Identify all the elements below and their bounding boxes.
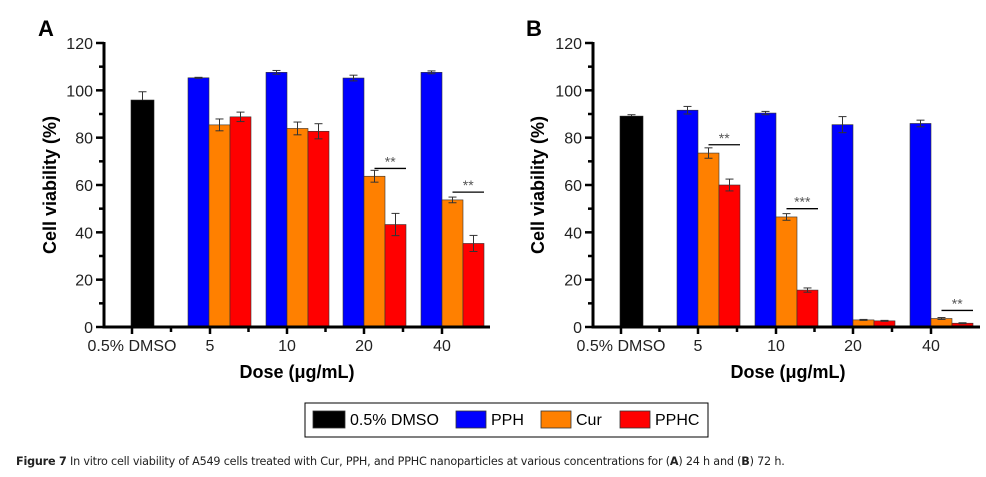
y-tick-label: 40 bbox=[564, 225, 582, 242]
bar-cur-10 bbox=[286, 128, 309, 328]
legend-swatch-cur bbox=[540, 410, 572, 429]
legend-label-cur: Cur bbox=[576, 412, 602, 429]
significance-marker: ** bbox=[952, 295, 963, 311]
panel-a-xlabel: Dose (μg/mL) bbox=[239, 362, 354, 382]
legend-swatch-dmso bbox=[312, 410, 346, 429]
figure-caption: Figure 7 In vitro cell viability of A549… bbox=[16, 455, 976, 468]
bar-cur-5 bbox=[208, 124, 231, 328]
bar-pph-20 bbox=[831, 124, 854, 328]
y-tick-label: 60 bbox=[75, 178, 93, 195]
significance-marker: ** bbox=[463, 177, 474, 193]
panel-a-plot: 0 20 40 60 80 100 120 0.5% DMSO 5 10 20 40 ** ** bbox=[66, 36, 490, 355]
x-tick-label: 0.5% DMSO bbox=[88, 338, 177, 355]
y-tick-label: 120 bbox=[555, 36, 582, 53]
bar-pph-10 bbox=[265, 72, 288, 328]
caption-panel-a: A bbox=[669, 455, 679, 468]
bar-cur-20 bbox=[363, 175, 386, 328]
caption-text-2: ) 24 h and ( bbox=[678, 455, 742, 468]
y-tick-label: 100 bbox=[66, 83, 93, 100]
significance-marker: ** bbox=[385, 153, 396, 169]
bar-pphc-10 bbox=[307, 130, 330, 328]
panel-a-ylabel: Cell viability (%) bbox=[40, 116, 60, 254]
x-tick-label: 10 bbox=[767, 338, 785, 355]
x-tick-label: 5 bbox=[694, 338, 703, 355]
y-tick-label: 80 bbox=[75, 131, 93, 148]
bar-pph-20 bbox=[342, 77, 365, 328]
bar-pphc-40 bbox=[462, 243, 485, 328]
significance-marker: ** bbox=[719, 130, 730, 146]
panel-b-ylabel: Cell viability (%) bbox=[528, 116, 548, 254]
y-tick-label: 40 bbox=[75, 225, 93, 242]
x-tick-label: 10 bbox=[278, 338, 296, 355]
caption-panel-b: B bbox=[741, 455, 750, 468]
legend-swatch-pph bbox=[455, 410, 487, 429]
y-tick-label: 100 bbox=[555, 83, 582, 100]
x-tick-label: 5 bbox=[206, 338, 215, 355]
bar-pphc-20 bbox=[384, 224, 407, 328]
x-tick-label: 20 bbox=[355, 338, 373, 355]
bar-pph-40 bbox=[909, 123, 932, 328]
bar-pphc-5 bbox=[718, 184, 741, 328]
panel-a-label: A bbox=[38, 16, 54, 41]
panel-a: A Cell viability (%) Dose (μg/mL) 0 20 40 6… bbox=[38, 16, 490, 382]
x-tick-label: 0.5% DMSO bbox=[577, 338, 666, 355]
bar-cur-40 bbox=[441, 199, 464, 328]
panel-b-label: B bbox=[526, 16, 542, 41]
bar-pphc-10 bbox=[796, 289, 819, 328]
significance-marker: *** bbox=[794, 194, 811, 210]
y-tick-label: 120 bbox=[66, 36, 93, 53]
legend-label-pphc: PPHC bbox=[655, 412, 699, 429]
y-tick-label: 0 bbox=[84, 320, 93, 337]
x-tick-label: 20 bbox=[844, 338, 862, 355]
y-tick-label: 80 bbox=[564, 131, 582, 148]
y-tick-label: 0 bbox=[573, 320, 582, 337]
y-tick-label: 20 bbox=[75, 273, 93, 290]
bar-control-dmso bbox=[619, 115, 644, 328]
caption-text-3: ) 72 h. bbox=[749, 455, 785, 468]
bar-pph-40 bbox=[420, 72, 443, 328]
legend-label-pph: PPH bbox=[491, 412, 524, 429]
y-tick-label: 60 bbox=[564, 178, 582, 195]
figure-canvas: A Cell viability (%) Dose (μg/mL) 0 20 40 6… bbox=[38, 16, 980, 438]
legend-label-dmso: 0.5% DMSO bbox=[350, 412, 439, 429]
x-tick-label: 40 bbox=[922, 338, 940, 355]
x-tick-label: 40 bbox=[433, 338, 451, 355]
bar-control-dmso bbox=[130, 99, 155, 328]
legend-swatch-pphc bbox=[619, 410, 651, 429]
bar-cur-5 bbox=[697, 152, 720, 328]
panel-b: B Cell viability (%) Dose (μg/mL) 0 20 40 6… bbox=[526, 16, 980, 382]
panel-b-xlabel: Dose (μg/mL) bbox=[730, 362, 845, 382]
caption-text-1: In vitro cell viability of A549 cells tr… bbox=[66, 455, 670, 468]
bar-pphc-5 bbox=[229, 116, 252, 328]
caption-label: Figure 7 bbox=[16, 455, 67, 468]
bar-pph-10 bbox=[754, 112, 777, 328]
y-tick-label: 20 bbox=[564, 273, 582, 290]
bar-cur-10 bbox=[775, 216, 798, 328]
bar-pph-5 bbox=[187, 77, 210, 328]
bar-pph-5 bbox=[676, 109, 699, 328]
legend: 0.5% DMSO PPH Cur PPHC bbox=[304, 402, 709, 438]
